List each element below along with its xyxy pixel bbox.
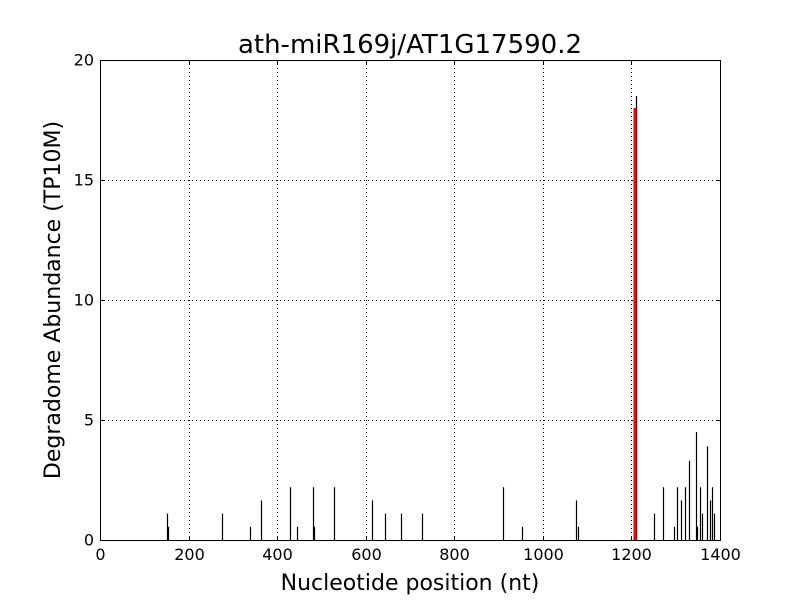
y-tick-label: 5: [84, 411, 94, 430]
x-tick-label: 800: [439, 545, 470, 564]
y-tick-label: 15: [74, 171, 94, 190]
grid-lines: [100, 60, 720, 540]
y-axis-label: Degradome Abundance (TP10M): [41, 121, 66, 479]
x-tick-label: 200: [174, 545, 205, 564]
y-tick-label: 0: [84, 531, 94, 550]
x-tick-label: 1400: [700, 545, 741, 564]
data-series: [166, 96, 716, 540]
axis-ticks: 0 200 400 600 800 1000 1200 1400 0 5 10 15 20: [74, 51, 741, 565]
y-tick-label: 10: [74, 291, 94, 310]
x-axis-label: Nucleotide position (nt): [281, 571, 540, 596]
y-tick-label: 20: [74, 51, 94, 70]
x-tick-label: 1000: [523, 545, 564, 564]
cleavage-site-bar: [633, 108, 637, 540]
x-tick-label: 1200: [611, 545, 652, 564]
x-tick-label: 0: [95, 545, 105, 564]
x-tick-label: 400: [262, 545, 293, 564]
x-tick-label: 600: [351, 545, 382, 564]
plot-frame: [100, 60, 721, 541]
chart-title: ath-miR169j/AT1G17590.2: [238, 30, 582, 60]
